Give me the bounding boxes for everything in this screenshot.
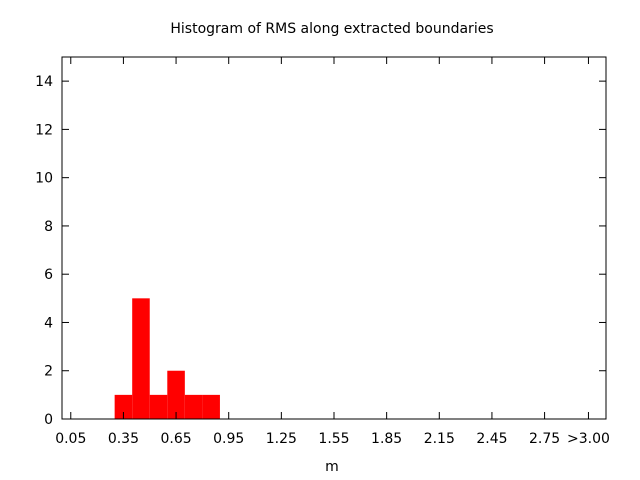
x-axis-label: m	[325, 459, 339, 475]
x-tick-label: 0.05	[55, 431, 86, 447]
x-tick-label: 1.55	[318, 431, 349, 447]
x-tick-label: 1.85	[371, 431, 402, 447]
x-tick-label: 0.95	[213, 431, 244, 447]
histogram-bar	[149, 394, 168, 419]
x-tick-label: 0.65	[160, 431, 191, 447]
bars-group	[114, 298, 220, 419]
y-tick-label: 12	[35, 122, 53, 138]
y-tick-label: 2	[44, 364, 53, 380]
y-tick-label: 14	[35, 74, 53, 90]
histogram-bar	[202, 394, 220, 419]
y-tick-label: 10	[35, 171, 53, 187]
x-tick-label: 1.25	[266, 431, 297, 447]
histogram-bar	[184, 394, 203, 419]
y-tick-label: 6	[44, 267, 53, 283]
ticks-group: 0 2 4 6 8 10 12 14 0.05 0.35 0.65 0.95 1.25 1.55 1.85 2…	[35, 57, 610, 447]
x-tick-label: 0.35	[108, 431, 139, 447]
x-tick-label: 2.15	[424, 431, 455, 447]
y-tick-label: 4	[44, 315, 53, 331]
y-tick-label: 0	[44, 412, 53, 428]
x-tick-label: 2.45	[476, 431, 507, 447]
x-tick-label: 2.75	[529, 431, 560, 447]
histogram-bar	[167, 370, 185, 419]
x-tick-label: >3.00	[567, 431, 610, 447]
y-tick-label: 8	[44, 219, 53, 235]
histogram-bar	[132, 298, 150, 419]
chart-title: Histogram of RMS along extracted boundar…	[170, 21, 493, 37]
histogram-bar	[114, 394, 133, 419]
